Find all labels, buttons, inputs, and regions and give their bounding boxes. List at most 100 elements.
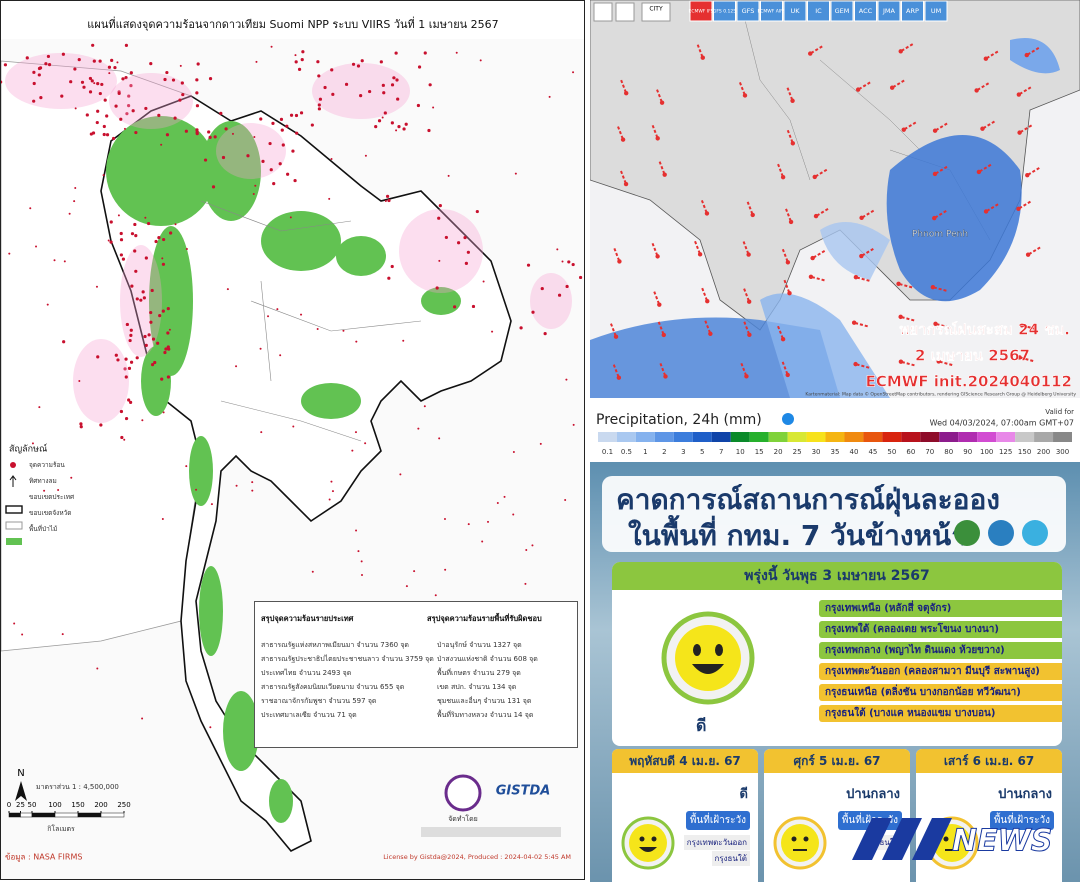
hotspot [43,489,46,492]
model-button-label[interactable]: GEM [835,7,850,15]
hotspot [226,288,229,291]
model-button-label[interactable]: UK [790,7,800,15]
hotspot [354,431,357,434]
wind-arrow-head [697,252,703,257]
model-button[interactable] [713,0,736,22]
hotspot [96,109,100,113]
model-button[interactable] [924,0,948,22]
model-button-label[interactable]: ARP [906,7,919,15]
hotspot-glow [399,209,483,293]
legend-title: สัญลักษณ์ [9,443,47,455]
hotspot [98,91,102,96]
wind-arrow [1027,246,1041,256]
hotspot [127,94,131,98]
scale-segment [54,812,79,818]
hotspot [144,106,148,111]
hotspot [129,360,134,364]
model-button-label[interactable]: ACC [859,7,873,15]
wind-arrow [742,241,750,255]
wind-arrow [786,87,794,102]
scale-unit: กิโลเมตร [47,824,75,833]
summary-row: พื้นที่เกษตร จำนวน 279 จุด [437,669,521,677]
eye [693,644,701,656]
hotspot [471,304,476,309]
hotspot [385,194,390,198]
wind-arrow [1018,86,1032,96]
wind-arrow-head [896,281,901,287]
hotspot [355,529,358,532]
wind-arrow [743,321,751,336]
hotspot [289,216,292,219]
hotspot [360,59,364,63]
today-card: พรุ่งนี้ วันพุธ 3 เมษายน 2567 ดี กรุงเทพ… [612,562,1062,746]
hotspot [297,67,302,72]
wind-arrow [786,129,794,144]
zone-label: กรุงเทพกลาง (พญาไท ดินแดง ห้วยขวาง) [819,642,1062,659]
model-button-label[interactable]: ECMWF IFS [688,9,713,15]
wind-arrow [1026,167,1040,177]
hotspot [96,82,100,86]
model-button-label[interactable]: ECMWF AIFS [757,9,785,15]
model-button-label[interactable]: GFS 0.125 [713,9,736,15]
license: License by Gistda@2024, Produced : 2024-… [383,853,571,861]
hotspot [126,103,131,108]
hotspot [285,124,289,128]
hotspot [279,354,282,357]
tool-button[interactable] [593,2,613,22]
hotspot [119,117,123,121]
hotspot [144,216,147,219]
color-swatch [616,432,636,442]
hotspot [405,585,408,588]
model-button[interactable] [689,0,713,22]
info-icon[interactable] [782,413,794,425]
hotspot [231,132,234,135]
attribution: Kartenmaterial: Map data © OpenStreetMap… [805,391,1076,398]
model-button[interactable] [736,0,760,22]
hotspot [162,237,166,242]
scale-segment [77,812,102,818]
model-button-label[interactable]: IC [815,7,822,15]
model-button-label[interactable]: GFS [742,7,755,15]
face [675,625,741,691]
hotspot [301,50,305,54]
model-button[interactable] [901,0,924,22]
made-by: จัดทำโดย [448,814,478,823]
hotspot [124,357,128,361]
hotspot [272,182,276,186]
hotspot [134,269,138,273]
hotspot [540,286,544,291]
hotspot [135,297,139,301]
model-button[interactable] [854,0,877,22]
map-title: แผนที่แสดงจุดความร้อนจากดาวเทียม Suomi N… [87,16,498,31]
hotspot [151,337,156,341]
logo-text: NEWS [952,824,1052,859]
hotspot [331,92,335,96]
model-button-label[interactable]: UM [931,7,941,15]
province-lines [200,200,422,442]
hotspot [359,93,363,98]
model-button[interactable] [807,0,830,22]
model-button[interactable] [830,0,854,22]
model-button-label[interactable]: JMA [882,7,896,15]
model-button[interactable] [783,0,807,22]
hotspot [60,94,64,98]
hotspot [195,488,198,491]
wind-arrow [934,165,948,175]
wind-arrow [781,361,789,376]
hotspot [453,305,457,309]
wind-arrow-head [659,100,665,105]
wind-arrow-head [747,332,752,338]
hotspot [95,120,99,125]
hotspot [377,119,382,123]
wind-arrow-head [898,359,904,364]
model-button[interactable] [760,0,783,22]
wind-arrow [617,126,625,140]
hotspot [32,70,36,74]
wind-arrow [653,291,661,306]
legend-symbol [5,505,23,514]
hotspot [130,232,135,236]
hotspot [74,107,77,110]
model-button[interactable] [877,0,901,22]
tool-button[interactable] [615,2,635,22]
hotspot [491,330,494,333]
